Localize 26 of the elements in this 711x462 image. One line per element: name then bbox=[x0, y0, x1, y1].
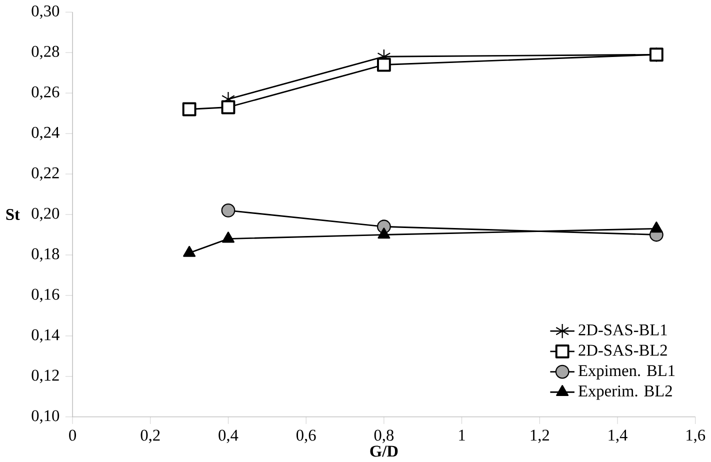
x-tick-label: 1 bbox=[459, 430, 465, 440]
legend-label: Experim. BL2 bbox=[578, 385, 672, 400]
y-tick-label: 0,24 bbox=[32, 126, 60, 140]
x-axis-title: G/D bbox=[370, 446, 398, 457]
x-tick-label: 0 bbox=[69, 430, 76, 441]
x-tick-label: 0,6 bbox=[296, 430, 316, 444]
y-tick-label: 0,28 bbox=[32, 46, 60, 60]
y-tick-label: 0,14 bbox=[32, 329, 60, 343]
legend-label: 2D-SAS-BL2 bbox=[578, 344, 667, 356]
x-tick-label: 1,2 bbox=[530, 430, 549, 443]
y-tick-label: 0,20 bbox=[32, 208, 60, 222]
x-tick-label: 0,4 bbox=[218, 430, 238, 444]
y-axis-title: St bbox=[6, 208, 20, 220]
legend-label: Expimen. BL1 bbox=[578, 365, 675, 380]
y-tick-label: 0,30 bbox=[32, 5, 60, 19]
y-tick-label: 0,12 bbox=[32, 370, 59, 384]
y-tick-label: 0,26 bbox=[32, 86, 60, 100]
x-tick-label: 0,8 bbox=[374, 430, 394, 444]
y-tick-label: 0,18 bbox=[32, 248, 60, 262]
x-tick-label: 1,4 bbox=[608, 430, 628, 443]
x-tick-label: 0,2 bbox=[140, 430, 160, 444]
x-tick-label: 1,6 bbox=[686, 430, 706, 443]
y-tick-label: 0,16 bbox=[32, 288, 60, 302]
legend-label: 2D-SAS-BL1 bbox=[578, 324, 667, 336]
y-tick-label: 0,10 bbox=[32, 410, 60, 424]
y-tick-label: 0,22 bbox=[32, 167, 59, 181]
